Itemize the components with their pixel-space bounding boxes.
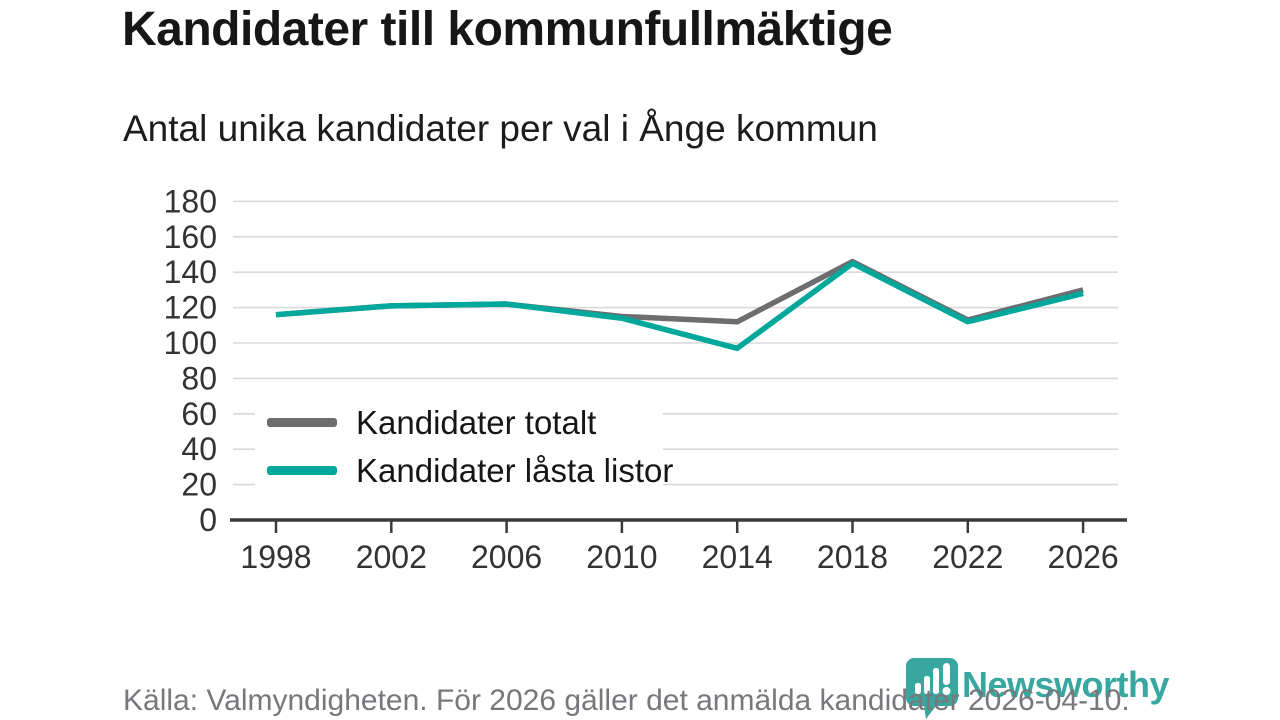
legend-label-totalt: Kandidater totalt [356,403,597,441]
newsworthy-icon [906,658,958,719]
legend-item-totalt: Kandidater totalt [267,403,663,443]
series-lines [275,258,1084,352]
line-chart: 0 20 40 60 80 100 120 140 160 180 1998 2002 2006 2010… [120,185,1150,595]
svg-text:160: 160 [164,219,217,255]
chart-subtitle: Antal unika kandidater per val i Ånge ko… [123,108,878,149]
series-line-1 [275,260,1084,352]
svg-text:100: 100 [164,325,217,361]
legend-swatch-lasta-listor [267,466,337,475]
svg-text:40: 40 [181,431,217,467]
svg-text:2010: 2010 [586,539,657,575]
newsworthy-logo: Newsworthy [900,650,1190,720]
chart-title: Kandidater till kommunfullmäktige [122,3,893,56]
svg-text:60: 60 [181,396,217,432]
svg-text:2018: 2018 [817,539,888,575]
legend-label-lasta-listor: Kandidater låsta listor [356,451,674,489]
svg-text:2022: 2022 [932,539,1003,575]
svg-text:1998: 1998 [240,539,311,575]
series-line-0 [275,258,1084,325]
chart-legend: Kandidater totalt Kandidater låsta listo… [255,398,673,495]
newsworthy-wordmark: Newsworthy [962,664,1170,705]
x-axis [230,518,1127,533]
svg-text:2006: 2006 [471,539,542,575]
svg-text:2014: 2014 [702,539,773,575]
svg-text:80: 80 [181,360,217,396]
x-axis-labels: 1998 2002 2006 2010 2014 2018 2022 2026 [240,539,1118,575]
svg-text:20: 20 [181,467,217,503]
svg-text:2002: 2002 [356,539,427,575]
svg-text:140: 140 [164,254,217,290]
legend-swatch-totalt [267,418,337,427]
svg-text:0: 0 [199,502,217,538]
source-note: Källa: Valmyndigheten. För 2026 gäller d… [123,684,1130,717]
svg-text:180: 180 [164,185,217,219]
svg-text:2026: 2026 [1048,539,1119,575]
svg-text:120: 120 [164,290,217,326]
legend-item-lasta-listor: Kandidater låsta listor [267,451,673,491]
